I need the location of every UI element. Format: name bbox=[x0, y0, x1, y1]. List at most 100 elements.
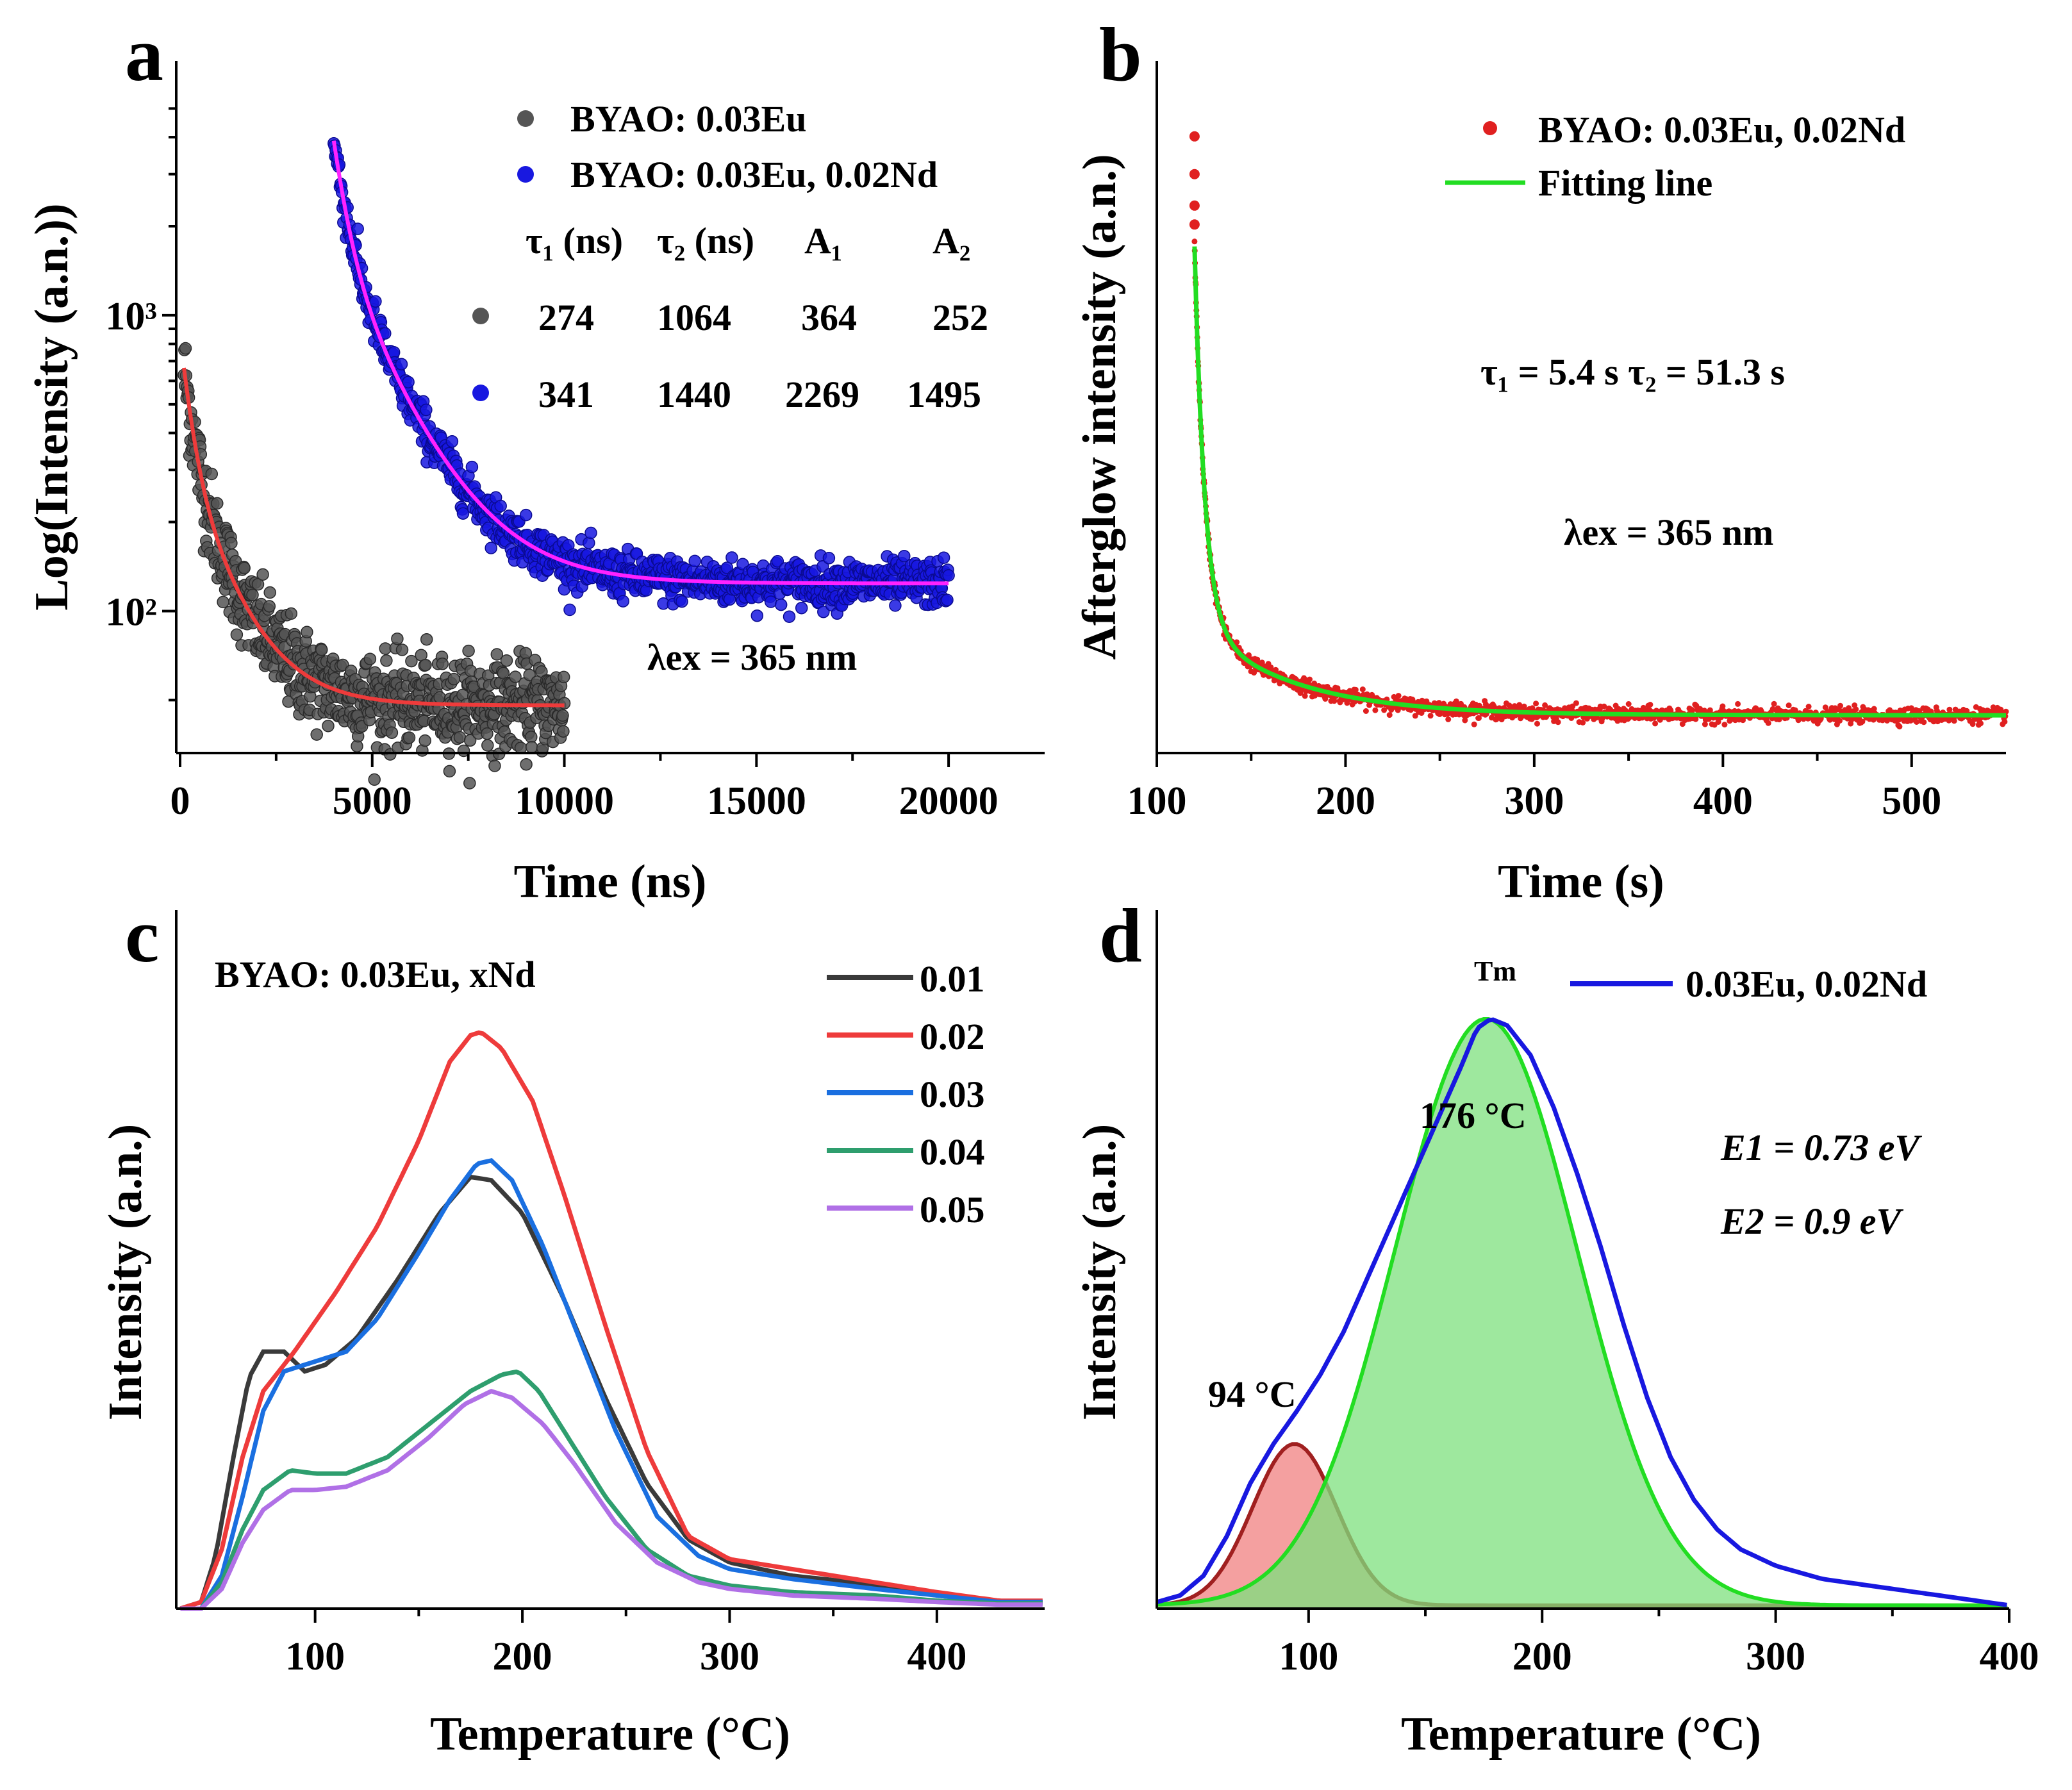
panel-a-data-point bbox=[462, 644, 475, 658]
panel-b-data-point bbox=[1352, 686, 1359, 693]
panel-a-fit-line-2 bbox=[331, 140, 949, 586]
panel-c-inset-label: BYAO: 0.03Eu, xNd bbox=[215, 954, 536, 995]
panel-a-data-point bbox=[285, 607, 298, 620]
panel-b-data-point bbox=[1191, 238, 1198, 245]
panel-b-x-tick-label: 400 bbox=[1693, 779, 1753, 823]
panel-b-data-point bbox=[1853, 706, 1859, 713]
panel-b-data-point bbox=[1476, 715, 1482, 721]
panel-a-data-point bbox=[456, 507, 470, 520]
panel-a-data-point bbox=[557, 670, 570, 684]
panel-b-data-point bbox=[1234, 639, 1240, 645]
panel-c-y-title: Intensity (a.n.) bbox=[99, 1124, 152, 1421]
panel-a-data-point bbox=[525, 741, 538, 754]
panel-c-x-title: Temperature (°C) bbox=[430, 1708, 790, 1761]
panel-a-data-point bbox=[351, 222, 364, 235]
panel-a-data-point bbox=[315, 643, 328, 656]
panel-b-data-point bbox=[1533, 700, 1539, 707]
panel-b-data-point bbox=[1786, 702, 1792, 709]
panel-a-data-point bbox=[395, 643, 409, 656]
panel-a-table-row1-a1: 364 bbox=[801, 297, 857, 338]
panel-b-data-point bbox=[1427, 713, 1434, 719]
panel-a-data-point bbox=[556, 709, 569, 722]
panel-c-plot-area bbox=[179, 1030, 1043, 1611]
panel-a-letter: a bbox=[125, 12, 163, 97]
panel-b-data-point bbox=[1914, 719, 1919, 725]
panel-c-x-tick-label: 200 bbox=[493, 1635, 552, 1678]
panel-a-data-point bbox=[391, 632, 404, 645]
panel-a-data-point bbox=[263, 586, 276, 599]
panel-a-data-point bbox=[433, 691, 446, 704]
panel-b-data-point bbox=[1805, 704, 1812, 709]
panel-b-data-point bbox=[1951, 718, 1957, 724]
panel-b-data-point bbox=[1896, 724, 1903, 730]
panel-a-data-point bbox=[557, 725, 570, 738]
panel-d-e2-label: E2 = 0.9 eV bbox=[1720, 1200, 1903, 1242]
panel-c-line-0.03 bbox=[180, 1157, 1043, 1611]
panel-b-data-point bbox=[1534, 720, 1540, 727]
panel-a-data-point bbox=[238, 561, 251, 575]
panel-c-legend-label-0.04: 0.04 bbox=[920, 1131, 985, 1173]
panel-a-data-point bbox=[402, 376, 415, 388]
panel-b-data-point bbox=[1381, 707, 1388, 713]
panel-a-data-point bbox=[558, 697, 571, 710]
panel-a-data-point bbox=[519, 508, 533, 522]
panel-b-x-tick-label: 100 bbox=[1127, 779, 1187, 823]
panel-a-data-point bbox=[395, 358, 408, 370]
panel-b-legend-marker-data bbox=[1483, 121, 1497, 135]
panel-d-peak2-label: 176 °C bbox=[1420, 1095, 1527, 1136]
panel-a-x-ticks: 0 5000 10000 15000 20000 bbox=[170, 753, 999, 823]
panel-a-data-point bbox=[485, 542, 497, 554]
panel-d: d 100 200 300 400 Temperature (°C) Intensit… bbox=[1073, 893, 2039, 1761]
panel-a-table-header-a2: A₂ bbox=[932, 220, 970, 261]
panel-c-legend-label-0.03: 0.03 bbox=[920, 1073, 985, 1115]
panel-b-data-point bbox=[1307, 676, 1313, 683]
panel-a-data-point bbox=[179, 342, 192, 355]
panel-d-letter: d bbox=[1099, 893, 1142, 978]
panel-a-excitation-annotation: λex = 365 nm bbox=[647, 636, 857, 678]
panel-a-data-point bbox=[494, 499, 507, 513]
panel-a-data-point bbox=[217, 595, 229, 609]
panel-b-data-point bbox=[1254, 656, 1261, 663]
panel-b-plot-area bbox=[1189, 131, 2009, 730]
panel-b-letter: b bbox=[1099, 12, 1142, 97]
panel-b-data-point bbox=[1189, 131, 1200, 142]
panel-a-data-point bbox=[488, 759, 501, 772]
panel-a-data-point bbox=[889, 599, 902, 612]
panel-b-data-point bbox=[1302, 693, 1308, 699]
panel-b-legend-label-fit: Fitting line bbox=[1538, 162, 1712, 204]
panel-b-data-series bbox=[1189, 131, 2009, 730]
panel-a-table-header-a1: A₁ bbox=[804, 220, 842, 261]
panel-d-x-tick-label: 300 bbox=[1746, 1635, 1805, 1678]
panel-d-tm-label: Tm bbox=[1474, 956, 1516, 987]
panel-a-table-row2-tau2: 1440 bbox=[657, 374, 731, 415]
panel-a-data-point bbox=[941, 593, 954, 606]
panel-a-data-point bbox=[463, 777, 476, 790]
panel-a-data-point bbox=[453, 731, 467, 744]
panel-c-x-tick-label: 300 bbox=[700, 1635, 759, 1678]
panel-d-legend-label: 0.03Eu, 0.02Nd bbox=[1686, 963, 1927, 1005]
panel-b-data-point bbox=[1189, 169, 1200, 179]
panel-b-data-point bbox=[1720, 703, 1726, 709]
panel-b-legend-label-data: BYAO: 0.03Eu, 0.02Nd bbox=[1538, 109, 1905, 151]
panel-a-data-point bbox=[369, 295, 382, 308]
panel-b-data-point bbox=[1822, 704, 1828, 711]
panel-a-data-point bbox=[783, 610, 796, 623]
panel-a-table-row1-marker bbox=[472, 308, 489, 324]
panel-b-data-point bbox=[1837, 718, 1843, 724]
panel-a-y-title: Log(Intensity (a.n.)) bbox=[26, 203, 78, 610]
panel-a-data-point bbox=[617, 595, 629, 608]
panel-b-x-tick-label: 300 bbox=[1504, 779, 1564, 823]
panel-b-data-point bbox=[1652, 720, 1659, 727]
panel-b-data-point bbox=[1601, 703, 1607, 709]
panel-a-data-point bbox=[420, 633, 433, 646]
panel-a-x-title: Time (ns) bbox=[514, 856, 707, 908]
panel-a-data-point bbox=[942, 569, 955, 582]
panel-c-line-0.05 bbox=[180, 1388, 1043, 1611]
panel-b-data-point bbox=[1702, 721, 1708, 727]
panel-a-data-point bbox=[368, 773, 381, 786]
panel-b-x-ticks: 100 200 300 400 500 bbox=[1127, 753, 1941, 823]
panel-b-x-tick-label: 500 bbox=[1882, 779, 1941, 823]
panel-a-x-tick-label: 10000 bbox=[515, 779, 614, 823]
panel-a-legend-marker-eund bbox=[517, 166, 534, 183]
